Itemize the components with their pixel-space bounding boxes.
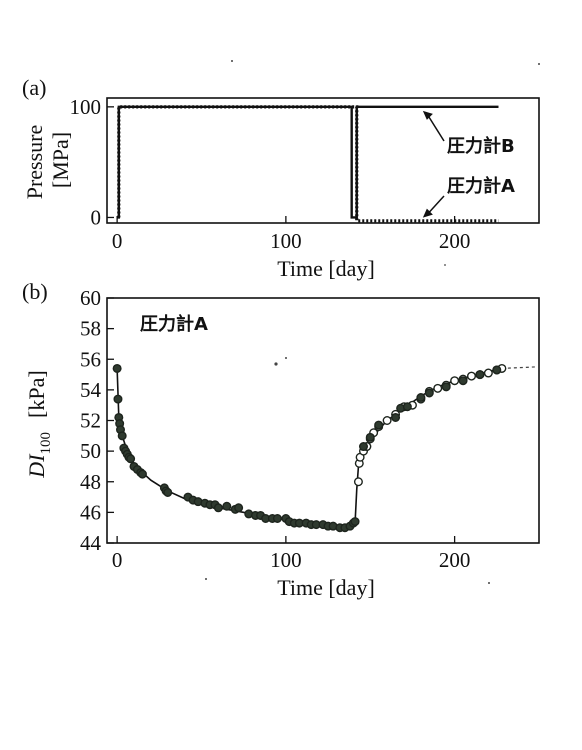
data-point-open: [433, 383, 443, 393]
y-tick-label: 46: [80, 500, 101, 524]
data-point-filled: [391, 412, 401, 422]
series-gauge-b-line: [117, 105, 499, 219]
pressure-ticks: 0 100 200 0 100: [70, 95, 471, 253]
x-tick-label: 200: [439, 229, 471, 253]
svg-text:DI100[kPa]: DI100 [kPa]: [24, 370, 54, 478]
pressure-panel: (a) Pressure [MPa] 0 100 200 0 100 圧力計B 圧力計A…: [22, 75, 540, 281]
panel-label-a: (a): [22, 75, 46, 100]
speck: [444, 264, 446, 266]
di-ylabel-unit: [kPa]: [24, 370, 49, 418]
data-point-open: [483, 368, 493, 378]
annotation-arrow-gauge-a: [428, 195, 445, 214]
di-panel: (b) DI100[kPa] 0 100 200444648505254565860…: [22, 279, 540, 600]
speck: [231, 60, 233, 62]
scan-specks: [205, 60, 540, 584]
data-point-filled: [272, 514, 282, 524]
annotation-gauge-b: 圧力計B: [447, 135, 515, 157]
x-tick-label: 0: [112, 229, 123, 253]
annotation-arrowhead-gauge-a: [422, 208, 433, 218]
data-point-filled: [113, 394, 123, 404]
data-point-filled: [365, 432, 375, 442]
y-tick-label: 44: [80, 531, 102, 555]
y-tick-label: 48: [80, 470, 101, 494]
data-point-filled: [350, 517, 360, 527]
di-fit-curve: [116, 366, 536, 529]
y-tick-label: 52: [80, 409, 101, 433]
data-point-open: [353, 477, 363, 487]
y-tick-label: 50: [80, 439, 101, 463]
data-point-filled: [137, 469, 147, 479]
x-tick-label: 100: [270, 229, 302, 253]
data-point-filled: [475, 370, 485, 380]
di-ylabel-sub: 100: [38, 432, 54, 455]
data-point-filled: [458, 376, 468, 386]
data-point-filled: [416, 393, 426, 403]
pressure-ylabel-line2: [MPa]: [48, 132, 73, 188]
di-annotation-gauge-a: 圧力計A: [140, 313, 208, 335]
data-point-filled: [213, 503, 223, 513]
data-point-filled: [126, 454, 136, 464]
fit-curve-line: [116, 367, 503, 529]
annotation-arrowhead-gauge-b: [422, 110, 433, 120]
annotation-arrow-gauge-b: [428, 116, 445, 142]
annotation-gauge-a: 圧力計A: [447, 175, 515, 197]
data-point-filled: [402, 402, 412, 412]
pressure-ylabel-line1: Pressure: [22, 125, 47, 200]
fit-curve-extrapolation: [501, 366, 536, 370]
y-tick-label: 100: [70, 95, 102, 119]
panel-label-b: (b): [22, 279, 48, 304]
data-point-open: [467, 371, 477, 381]
di-xlabel: Time [day]: [277, 575, 375, 600]
di-ylabel: DI100 [kPa]: [24, 370, 54, 478]
speck: [205, 578, 207, 580]
speck: [488, 582, 490, 584]
pressure-annotations: 圧力計B 圧力計A: [422, 110, 515, 218]
data-point-filled: [492, 365, 502, 375]
speck: [538, 63, 540, 65]
x-tick-label: 0: [112, 548, 123, 572]
di-ticks: 0 100 200 44 46 48 50 52 54 56 58 60: [80, 286, 470, 572]
data-point-filled: [117, 431, 127, 441]
y-tick-label: 54: [80, 378, 102, 402]
data-point-filled: [441, 382, 451, 392]
di-plot-frame: [106, 297, 540, 544]
di-points: [112, 363, 507, 533]
y-tick-label: 0: [91, 205, 102, 229]
speck: [274, 362, 278, 366]
x-tick-label: 100: [270, 548, 302, 572]
pressure-xlabel: Time [day]: [277, 256, 375, 281]
data-point-open: [382, 416, 392, 426]
data-point-filled: [374, 420, 384, 430]
data-point-filled: [424, 388, 434, 398]
speck: [285, 357, 287, 359]
x-tick-label: 200: [439, 548, 471, 572]
y-tick-label: 58: [80, 317, 101, 341]
data-point-filled: [359, 442, 369, 452]
y-tick-label: 56: [80, 347, 101, 371]
data-point-filled: [163, 487, 173, 497]
di-ylabel-main: DI: [24, 453, 49, 479]
data-point-filled: [112, 363, 122, 373]
data-point-filled: [222, 501, 232, 511]
y-tick-label: 60: [80, 286, 101, 310]
pressure-plot-frame: [106, 97, 540, 224]
data-point-open: [450, 376, 460, 386]
data-point-filled: [234, 503, 244, 513]
pressure-series: [117, 105, 499, 223]
series-gauge-a-line: [117, 105, 499, 223]
